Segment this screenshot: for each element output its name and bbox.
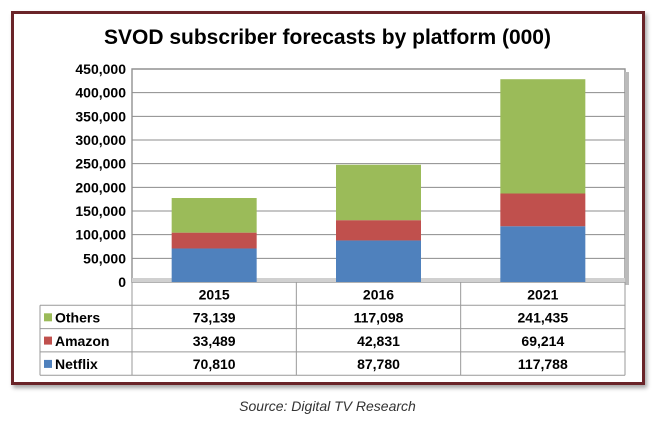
bar-others-2016	[336, 164, 421, 221]
y-tick-label: 200,000	[75, 179, 126, 195]
table-value: 117,788	[518, 356, 568, 372]
table-value: 87,780	[357, 356, 400, 372]
y-tick-label: 150,000	[75, 203, 126, 219]
table-value: 42,831	[357, 333, 400, 349]
x-category-label: 2016	[363, 286, 394, 302]
bar-others-2021	[500, 79, 586, 194]
plot-shadow	[625, 72, 629, 285]
table-value: 117,098	[354, 310, 404, 326]
bar-netflix-2015	[171, 248, 257, 282]
legend-key-amazon	[44, 336, 52, 345]
x-category-label: 2021	[527, 286, 558, 302]
bar-others-2015	[171, 198, 257, 233]
legend-key-netflix	[44, 359, 52, 368]
legend-label: Amazon	[55, 333, 109, 349]
y-tick-label: 300,000	[75, 132, 126, 148]
legend-label: Others	[55, 310, 100, 326]
y-tick-label: 250,000	[75, 156, 126, 172]
source-caption: Source: Digital TV Research	[239, 398, 416, 414]
bar-amazon-2015	[171, 232, 257, 249]
chart-title: SVOD subscriber forecasts by platform (0…	[104, 26, 551, 49]
table-value: 70,810	[193, 356, 236, 372]
y-tick-label: 450,000	[75, 61, 126, 77]
y-tick-label: 50,000	[83, 250, 126, 266]
y-tick-label: 100,000	[75, 227, 126, 243]
table-value: 33,489	[193, 333, 236, 349]
bar-netflix-2016	[336, 240, 421, 282]
legend-key-others	[44, 313, 52, 322]
bar-amazon-2016	[336, 220, 421, 241]
legend-label: Netflix	[55, 356, 98, 372]
y-tick-label: 400,000	[75, 85, 126, 101]
x-category-label: 2015	[199, 286, 230, 302]
bar-netflix-2021	[500, 226, 586, 282]
bar-amazon-2021	[500, 193, 586, 227]
y-tick-label: 350,000	[75, 108, 126, 124]
table-value: 241,435	[518, 310, 569, 326]
table-value: 73,139	[193, 310, 236, 326]
table-value: 69,214	[521, 333, 564, 349]
y-tick-label: 0	[118, 274, 126, 290]
